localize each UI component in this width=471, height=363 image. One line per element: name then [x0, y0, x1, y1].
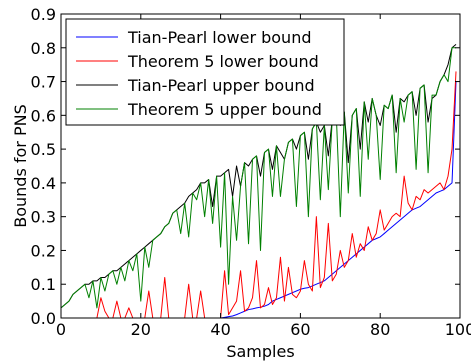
legend-label: Theorem 5 lower bound [127, 52, 319, 71]
x-tick-label: 20 [131, 320, 151, 339]
y-tick-label: 0.7 [31, 73, 56, 92]
y-tick-label: 0.8 [31, 39, 56, 58]
x-tick-label: 0 [56, 320, 66, 339]
legend: Tian-Pearl lower bound Theorem 5 lower bo… [65, 18, 345, 126]
series-line-2 [61, 71, 457, 318]
legend-label: Theorem 5 upper bound [127, 100, 322, 119]
legend-label: Tian-Pearl lower bound [127, 28, 312, 47]
legend-label: Tian-Pearl upper bound [127, 76, 315, 95]
x-tick-label: 100 [445, 320, 471, 339]
x-axis-label: Samples [226, 342, 294, 361]
x-tick-label: 40 [210, 320, 230, 339]
series-layer [61, 44, 457, 318]
x-tick-label: 80 [370, 320, 390, 339]
y-tick-label: 0.0 [31, 309, 56, 328]
y-tick-label: 0.4 [31, 174, 56, 193]
y-tick-label: 0.9 [31, 5, 56, 24]
y-tick-label: 0.6 [31, 106, 56, 125]
plot-frame [60, 13, 461, 319]
y-tick-label: 0.5 [31, 140, 56, 159]
ticks-layer: 0 20 40 60 80 100 0.0 0.1 0.2 0.3 0.4 0.5 0.6 0.7 0.8 0… [31, 5, 471, 339]
series-line-1 [61, 81, 457, 318]
series-line-4 [61, 47, 457, 309]
y-tick-label: 0.1 [31, 275, 56, 294]
x-tick-label: 60 [290, 320, 310, 339]
y-tick-label: 0.3 [31, 208, 56, 227]
y-axis-label: Bounds for PNS [11, 104, 30, 227]
y-tick-label: 0.2 [31, 241, 56, 260]
